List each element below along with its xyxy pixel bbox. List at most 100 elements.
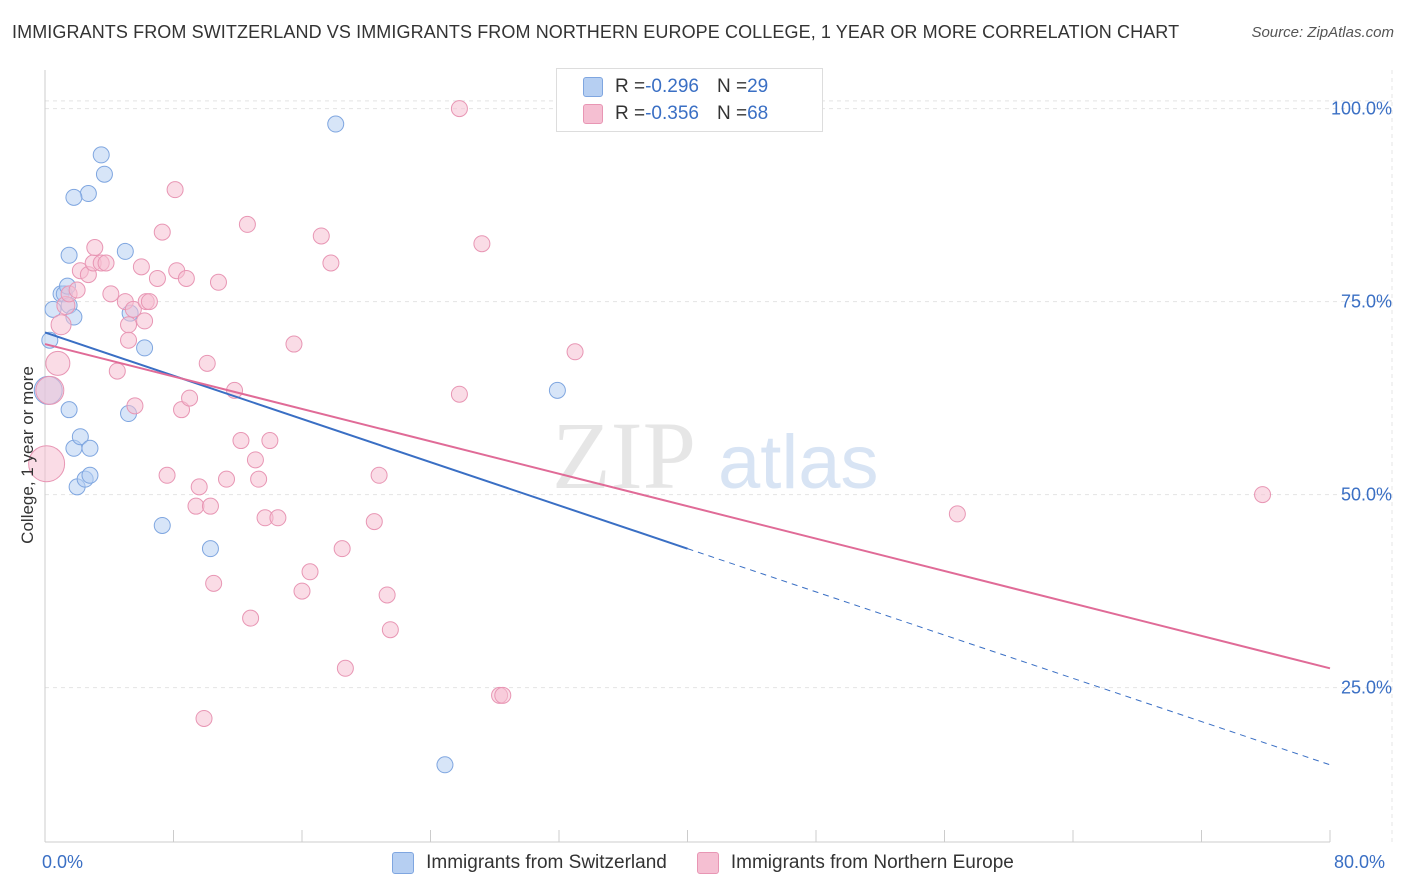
stats-row-northern-europe: R = -0.356 N = 68 xyxy=(583,101,768,127)
r-label: R = xyxy=(615,103,646,124)
point-northern-europe xyxy=(365,513,383,531)
point-northern-europe xyxy=(153,223,171,241)
point-northern-europe xyxy=(195,709,213,727)
point-northern-europe xyxy=(566,343,584,361)
point-northern-europe xyxy=(381,621,399,639)
point-northern-europe xyxy=(246,451,264,469)
legend-item-northern-europe: Immigrants from Northern Europe xyxy=(696,852,1014,874)
point-northern-europe xyxy=(201,497,219,515)
tick-labels: 25.0% 50.0% 75.0% 100.0% xyxy=(1331,99,1392,698)
r-value: -0.296 xyxy=(645,76,699,97)
trend-line-switzerland-extrapolated xyxy=(687,548,1331,766)
point-northern-europe xyxy=(209,273,227,291)
point-northern-europe xyxy=(1254,486,1272,504)
point-northern-europe xyxy=(177,269,195,287)
point-northern-europe xyxy=(173,401,191,419)
point-northern-europe xyxy=(126,397,144,415)
legend-swatch xyxy=(392,852,415,874)
point-northern-europe xyxy=(336,659,354,677)
legend-item-switzerland: Immigrants from Switzerland xyxy=(392,852,667,874)
y-tick-label: 25.0% xyxy=(1341,678,1392,698)
point-switzerland xyxy=(81,466,99,484)
point-northern-europe xyxy=(285,335,303,353)
trend-line-switzerland xyxy=(44,331,688,550)
point-northern-europe xyxy=(158,466,176,484)
point-switzerland xyxy=(548,381,566,399)
point-switzerland xyxy=(81,439,99,457)
y-axis-label: College, 1 year or more xyxy=(18,366,37,544)
point-switzerland xyxy=(65,188,83,206)
trend-lines xyxy=(44,331,1331,766)
point-northern-europe xyxy=(301,563,319,581)
watermark-zip: ZIP xyxy=(552,402,696,509)
y-tick-label: 50.0% xyxy=(1341,485,1392,505)
r-value: -0.356 xyxy=(645,103,699,124)
point-northern-europe xyxy=(250,470,268,488)
point-northern-europe xyxy=(242,609,260,627)
point-switzerland xyxy=(153,516,171,534)
trend-line-northern-europe xyxy=(44,343,1331,670)
y-tick-label: 75.0% xyxy=(1341,292,1392,312)
point-switzerland xyxy=(436,756,454,774)
point-switzerland xyxy=(116,242,134,260)
data-points xyxy=(28,100,1272,774)
legend-label: Immigrants from Switzerland xyxy=(426,852,667,873)
point-northern-europe xyxy=(238,215,256,233)
n-value: 29 xyxy=(747,76,769,97)
point-switzerland xyxy=(79,185,97,203)
point-northern-europe xyxy=(370,466,388,484)
point-switzerland xyxy=(201,540,219,558)
point-northern-europe xyxy=(166,181,184,199)
point-northern-europe xyxy=(120,316,138,334)
northern-europe-swatch xyxy=(583,104,603,124)
stats-row-switzerland: R = -0.296 N = 29 xyxy=(583,74,768,100)
watermark-atlas: atlas xyxy=(718,420,879,505)
point-northern-europe xyxy=(473,235,491,253)
point-northern-europe xyxy=(190,478,208,496)
switzerland-swatch xyxy=(583,77,603,97)
point-northern-europe xyxy=(120,331,138,349)
legend-label: Immigrants from Northern Europe xyxy=(730,852,1014,873)
point-northern-europe xyxy=(108,362,126,380)
point-northern-europe xyxy=(293,582,311,600)
point-northern-europe xyxy=(45,350,71,376)
point-northern-europe xyxy=(97,254,115,272)
n-value: 68 xyxy=(747,103,769,124)
n-label: N = xyxy=(716,76,748,97)
point-switzerland xyxy=(95,165,113,183)
r-label: R = xyxy=(615,76,646,97)
point-northern-europe xyxy=(140,293,158,311)
point-northern-europe xyxy=(198,354,216,372)
point-northern-europe xyxy=(68,281,86,299)
point-switzerland xyxy=(71,428,89,446)
point-northern-europe xyxy=(333,540,351,558)
point-switzerland xyxy=(92,146,110,164)
point-northern-europe xyxy=(378,586,396,604)
point-northern-europe xyxy=(218,470,236,488)
point-northern-europe xyxy=(50,314,72,336)
point-northern-europe xyxy=(86,239,104,257)
point-switzerland xyxy=(60,401,78,419)
y-tick-label: 100.0% xyxy=(1331,99,1392,119)
point-northern-europe xyxy=(28,445,66,483)
point-northern-europe xyxy=(261,432,279,450)
point-northern-europe xyxy=(181,389,199,407)
point-northern-europe xyxy=(132,258,150,276)
source-label: Source: ZipAtlas.com xyxy=(1251,24,1394,41)
point-northern-europe xyxy=(136,312,154,330)
point-switzerland xyxy=(327,115,345,133)
stats-legend: R = -0.296 N = 29 R = -0.356 N = 68 xyxy=(556,68,823,132)
chart-title: IMMIGRANTS FROM SWITZERLAND VS IMMIGRANT… xyxy=(12,22,1180,42)
point-switzerland xyxy=(60,246,78,264)
point-northern-europe xyxy=(269,509,287,527)
x-tick-max: 80.0% xyxy=(1334,852,1386,872)
series-legend: Immigrants from Switzerland Immigrants f… xyxy=(0,852,1406,874)
point-northern-europe xyxy=(205,574,223,592)
point-northern-europe xyxy=(148,269,166,287)
n-label: N = xyxy=(716,103,748,124)
point-northern-europe xyxy=(35,375,65,405)
point-northern-europe xyxy=(312,227,330,245)
point-switzerland xyxy=(136,339,154,357)
point-northern-europe xyxy=(124,300,142,318)
